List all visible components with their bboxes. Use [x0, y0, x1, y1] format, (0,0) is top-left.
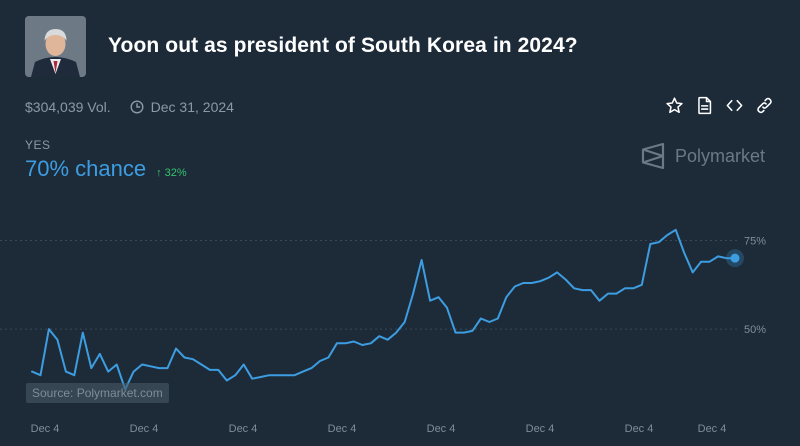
x-tick-label: Dec 4	[328, 423, 357, 435]
y-tick-label: 50%	[744, 324, 766, 336]
portrait-photo	[25, 16, 86, 77]
market-meta: $304,039 Vol. Dec 31, 2024	[25, 97, 234, 117]
y-tick-label: 75%	[744, 235, 766, 247]
x-tick-label: Dec 4	[229, 423, 258, 435]
clock-icon	[130, 100, 144, 114]
x-tick-label: Dec 4	[31, 423, 60, 435]
current-point-halo	[726, 249, 744, 268]
embed-code-icon[interactable]	[725, 94, 744, 116]
chart-gridlines	[0, 239, 740, 330]
market-avatar	[25, 16, 86, 77]
series-line	[31, 228, 736, 391]
document-icon[interactable]	[695, 94, 714, 116]
brand-name: Polymarket	[674, 145, 765, 166]
star-icon[interactable]	[665, 94, 684, 116]
y-axis-labels: 50% 75%	[744, 235, 766, 336]
link-icon[interactable]	[755, 94, 774, 116]
x-tick-label: Dec 4	[130, 423, 159, 435]
end-date-text: Dec 31, 2024	[150, 99, 234, 115]
source-watermark: Source: Polymarket.com	[26, 383, 169, 403]
volume-text: $304,039 Vol.	[25, 99, 111, 115]
polymarket-brand: Polymarket	[640, 142, 765, 170]
outcome-label: YES	[25, 138, 51, 152]
chance-delta: ↑ 32%	[156, 167, 187, 179]
chance-value: 70% chance	[25, 156, 147, 181]
current-point-marker	[730, 253, 740, 263]
market-title: Yoon out as president of South Korea in …	[108, 34, 578, 57]
outcome-chance: 70% chance ↑ 32%	[25, 156, 187, 182]
x-tick-label: Dec 4	[625, 423, 654, 435]
x-tick-label: Dec 4	[526, 423, 555, 435]
x-tick-label: Dec 4	[698, 423, 727, 435]
action-toolbar	[665, 94, 774, 116]
polymarket-logo-icon	[641, 142, 665, 170]
x-axis-labels: Dec 4 Dec 4 Dec 4 Dec 4 Dec 4 Dec 4 Dec 4 Dec 4	[31, 423, 727, 435]
x-tick-label: Dec 4	[427, 423, 456, 435]
